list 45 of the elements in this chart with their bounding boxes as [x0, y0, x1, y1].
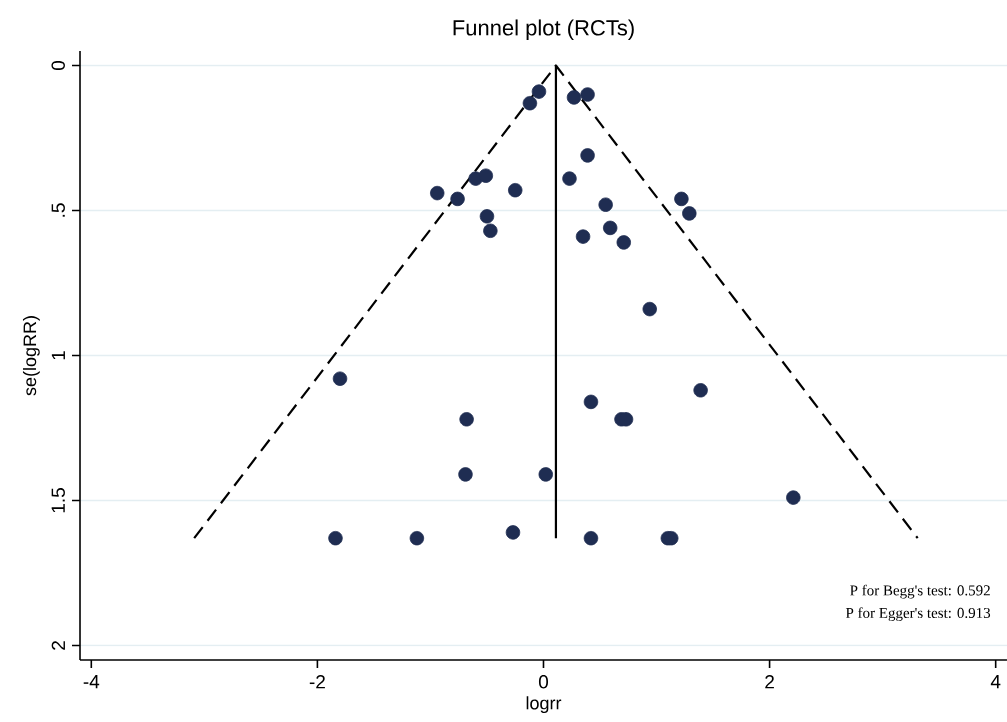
y-tick-label: 1.5 [51, 488, 65, 513]
point [478, 168, 494, 183]
point [522, 96, 538, 111]
point [616, 235, 631, 250]
point [479, 209, 495, 224]
point [531, 84, 547, 99]
x-tick-label: 0 [538, 675, 549, 689]
point [562, 171, 577, 186]
point [332, 371, 348, 386]
point [575, 229, 591, 244]
point [505, 525, 521, 540]
point [409, 531, 425, 546]
point [602, 220, 618, 236]
x-tick-label: -2 [309, 675, 325, 689]
y-tick-label: 0 [51, 60, 65, 71]
point [508, 183, 523, 198]
point [483, 223, 498, 238]
point [674, 191, 689, 207]
annotation: P for Begg's test: 0.592 [850, 584, 990, 599]
point [458, 467, 473, 482]
point [459, 412, 474, 427]
point [580, 87, 595, 102]
point [583, 394, 599, 410]
x-tick-label: -4 [83, 675, 100, 689]
point [786, 490, 801, 505]
y-tick-label: 2 [51, 641, 65, 650]
point [693, 383, 708, 398]
y-tick-label: .5 [51, 203, 65, 217]
point [450, 191, 465, 207]
y-axis-title: se(logRR) [22, 316, 40, 396]
point [328, 531, 343, 546]
point [682, 206, 697, 221]
point [598, 197, 613, 212]
point [538, 467, 553, 482]
point [430, 185, 445, 201]
x-axis-title: logrr [526, 696, 562, 714]
chart-title: Funnel plot (RCTs) [453, 19, 634, 40]
x-tick-label: 4 [990, 675, 1001, 689]
point [580, 148, 595, 163]
point [642, 301, 657, 317]
point [583, 531, 599, 546]
y-tick-label: 1 [51, 351, 65, 360]
x-tick-label: 2 [765, 675, 774, 689]
annotation: P for Egger's test: 0.913 [845, 607, 991, 622]
point [566, 90, 582, 105]
